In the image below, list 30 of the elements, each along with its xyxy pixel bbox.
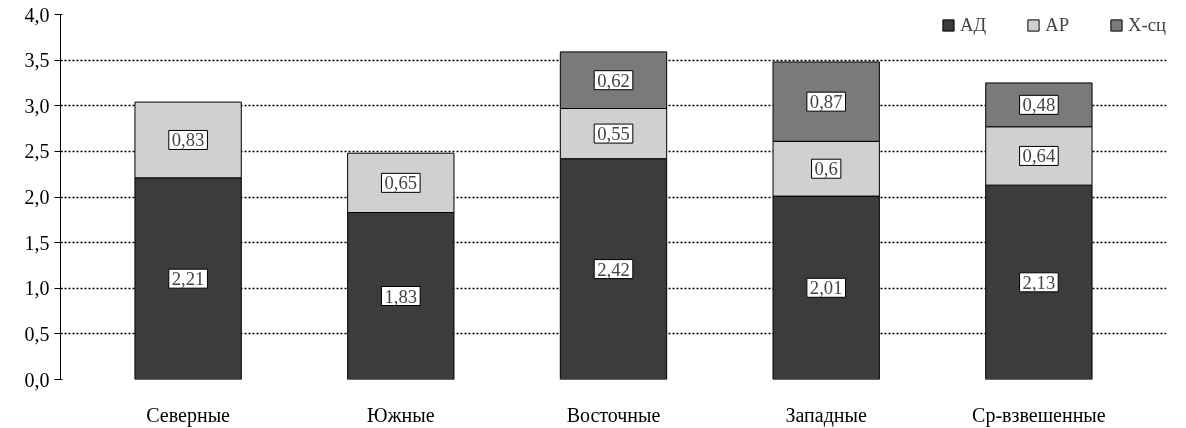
- x-tick-label: Ср-взвешенные: [972, 403, 1106, 427]
- x-tick-label: Северные: [146, 403, 231, 427]
- legend-label: Х-сц: [1128, 14, 1166, 36]
- data-label: 0,55: [597, 123, 630, 145]
- y-tick-label: 0,5: [24, 322, 50, 345]
- y-tick-label: 3,5: [24, 49, 50, 72]
- data-label: 1,83: [384, 285, 418, 307]
- x-tick-label: Западные: [785, 403, 868, 427]
- y-tick-label: 3,0: [24, 94, 50, 117]
- x-tick-label: Восточные: [566, 403, 661, 426]
- data-label: 0,87: [809, 91, 843, 113]
- x-tick-label: Южные: [366, 403, 435, 426]
- data-label: 0,62: [597, 69, 630, 91]
- y-tick-label: 0,0: [24, 368, 50, 391]
- data-label: 0,6: [814, 158, 838, 180]
- data-label: 2,01: [809, 277, 843, 299]
- data-label: 0,64: [1022, 145, 1056, 167]
- data-label: 0,48: [1022, 94, 1056, 116]
- data-label: 2,13: [1022, 271, 1056, 293]
- legend-label: АД: [959, 14, 987, 36]
- y-tick-label: 2,5: [24, 140, 50, 163]
- data-label: 0,65: [384, 172, 418, 194]
- data-label: 2,21: [171, 268, 205, 290]
- y-tick-label: 1,5: [24, 231, 50, 254]
- y-tick-label: 1,0: [24, 277, 50, 300]
- legend-label: АР: [1045, 14, 1070, 36]
- data-label: 2,42: [597, 258, 630, 280]
- y-tick-label: 4,0: [24, 3, 50, 26]
- y-tick-label: 2,0: [24, 186, 50, 208]
- data-label: 0,83: [171, 129, 205, 151]
